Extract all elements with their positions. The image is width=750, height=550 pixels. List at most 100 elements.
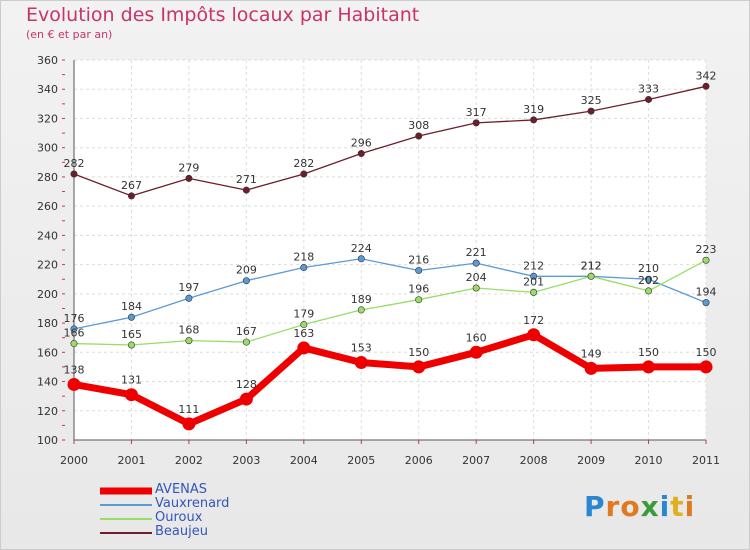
data-label-avenas: 153 [351,342,372,355]
logo-letter: P [584,490,606,523]
data-point-ouroux [587,272,595,280]
data-point-ouroux [242,338,250,346]
data-point-beaujeu [242,186,250,194]
chart-title: Evolution des Impôts locaux par Habitant [26,4,420,26]
data-label-avenas: 150 [638,346,659,359]
x-tick-label: 2000 [60,454,88,467]
data-point-avenas [239,392,253,406]
data-label-avenas: 150 [696,346,717,359]
data-point-ouroux [472,284,480,292]
data-label-beaujeu: 317 [466,106,487,119]
y-tick-label: 160 [37,346,58,359]
grid [73,59,707,441]
series-line-vauxrenard [73,258,707,330]
data-label-beaujeu: 333 [638,82,659,95]
data-label-vauxrenard: 197 [178,281,199,294]
data-label-beaujeu: 267 [121,179,142,192]
data-point-ouroux [70,340,78,348]
plot-area [74,60,706,440]
data-label-vauxrenard: 176 [64,312,85,325]
data-point-beaujeu [70,170,78,178]
data-point-beaujeu [472,119,480,127]
y-tick-label: 320 [37,112,58,125]
y-tick-label: 120 [37,405,58,418]
data-point-ouroux [530,288,538,296]
data-label-vauxrenard: 210 [638,262,659,275]
data-label-ouroux: 165 [121,328,142,341]
data-label-beaujeu: 279 [178,161,199,174]
data-label-ouroux: 168 [178,324,199,337]
data-label-ouroux: 196 [408,283,429,296]
data-label-ouroux: 201 [523,275,544,288]
logo-letter: i [659,490,671,523]
data-label-avenas: 160 [466,331,487,344]
legend-swatch [100,532,152,534]
data-point-avenas [584,361,598,375]
data-label-beaujeu: 325 [581,94,602,107]
axes: 100 120 140 160 180 200 220 240 260 280 300 320 340 3… [37,54,720,467]
x-tick-label: 2011 [692,454,720,467]
data-point-avenas [527,328,541,342]
logo-letter: x [640,490,660,523]
data-label-avenas: 128 [236,378,257,391]
series-line-avenas [73,331,706,428]
x-tick-label: 2005 [347,454,375,467]
data-label-avenas: 111 [178,403,199,416]
data-point-avenas [354,356,368,370]
logo-letter: o [620,490,641,523]
data-label-vauxrenard: 184 [121,300,142,313]
proxiti-logo: Proxiti [584,490,695,523]
data-point-ouroux [415,296,423,304]
data-point-ouroux [357,306,365,314]
chart-subtitle: (en € et par an) [26,28,113,41]
data-point-beaujeu [530,116,538,124]
data-label-beaujeu: 296 [351,137,372,150]
data-point-avenas [642,360,656,374]
data-point-beaujeu [185,174,193,182]
data-label-ouroux: 167 [236,325,257,338]
data-point-avenas [469,345,483,359]
x-tick-label: 2004 [290,454,318,467]
data-point-ouroux [127,341,135,349]
y-tick-label: 260 [37,200,58,213]
data-point-ouroux [645,287,653,295]
data-label-beaujeu: 282 [293,157,314,170]
data-label-beaujeu: 271 [236,173,257,186]
data-point-vauxrenard [645,275,653,283]
data-label-vauxrenard: 209 [236,264,257,277]
data-label-beaujeu: 342 [696,69,717,82]
y-tick-label: 140 [37,376,58,389]
data-point-vauxrenard [702,299,710,307]
legend-swatch [100,504,152,506]
x-tick-label: 2006 [405,454,433,467]
data-point-beaujeu [127,192,135,200]
logo-letter: r [605,490,621,523]
data-label-vauxrenard: 216 [408,253,429,266]
y-tick-label: 180 [37,317,58,330]
y-tick-label: 220 [37,259,58,272]
y-tick-label: 240 [37,229,58,242]
x-tick-label: 2008 [520,454,548,467]
x-tick-label: 2002 [175,454,203,467]
legend-swatch [100,487,152,495]
legend-label: Ouroux [155,510,203,525]
data-point-beaujeu [702,82,710,90]
data-label-avenas: 163 [293,327,314,340]
legend-label: Vauxrenard [155,496,230,511]
data-point-beaujeu [357,150,365,158]
data-label-ouroux: 204 [466,271,487,284]
data-point-ouroux [702,256,710,264]
logo-letter: i [684,490,696,523]
x-tick-label: 2009 [577,454,605,467]
data-point-beaujeu [587,107,595,115]
data-label-vauxrenard: 224 [351,242,372,255]
legend-swatch [100,518,152,520]
data-point-ouroux [300,321,308,329]
x-tick-label: 2001 [117,454,145,467]
data-point-ouroux [185,337,193,345]
series-line-ouroux [73,259,707,346]
data-point-vauxrenard [127,313,135,321]
data-point-vauxrenard [472,259,480,267]
x-tick-label: 2003 [232,454,260,467]
